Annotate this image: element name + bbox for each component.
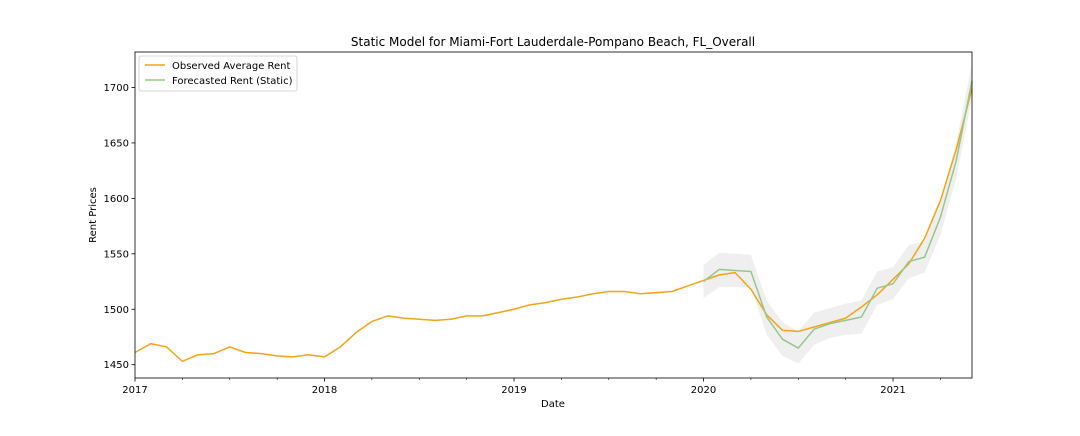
x-tick-label: 2019	[501, 385, 526, 396]
x-tick-label: 2021	[880, 385, 905, 396]
y-tick-label: 1550	[104, 249, 129, 260]
chart-title: Static Model for Miami-Fort Lauderdale-P…	[351, 35, 755, 49]
y-tick-label: 1700	[104, 83, 129, 94]
y-axis: 1450 1500 1550 1600 1650 1700	[104, 83, 135, 371]
series-line-observed	[134, 88, 973, 363]
legend: Observed Average Rent Forecasted Rent (S…	[138, 55, 298, 92]
x-tick-label: 2020	[691, 385, 716, 396]
y-axis-label: Rent Prices	[88, 187, 99, 243]
legend-label-forecast: Forecasted Rent (Static)	[172, 76, 293, 87]
legend-label-observed: Observed Average Rent	[172, 61, 291, 72]
x-axis: 2017 2018 2019 2020 2021	[122, 378, 941, 396]
y-tick-label: 1650	[104, 138, 129, 149]
legend-box	[138, 55, 298, 92]
x-axis-label: Date	[541, 399, 565, 410]
y-tick-label: 1500	[104, 305, 129, 316]
plot-frame	[134, 51, 973, 379]
y-tick-label: 1450	[104, 360, 129, 371]
plot-area	[134, 63, 973, 364]
series-line-forecast	[703, 80, 973, 349]
y-tick-label: 1600	[104, 194, 129, 205]
x-tick-label: 2018	[312, 385, 337, 396]
x-tick-label: 2017	[122, 385, 147, 396]
